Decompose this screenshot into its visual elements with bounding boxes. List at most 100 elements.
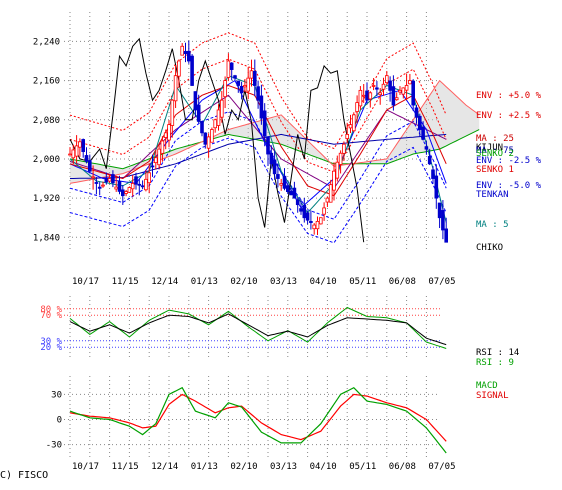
candle-body [305,212,310,221]
rsi-y-tick-label: 30 % [40,337,62,347]
candle-body [147,172,152,184]
legend-rsi14: RSI : 14 [476,348,519,358]
indicator-lines [69,32,480,454]
candle-body [200,121,204,134]
copyright-footer: C) FISCO [0,470,49,481]
candlesticks [68,40,448,243]
x-tick-label: 01/13 [191,462,218,472]
legend-senko2: SENKO 2 [476,149,514,159]
candle-body [170,99,175,126]
candle-body [269,152,274,165]
candle-body [101,184,105,187]
candle-body [302,204,307,219]
x-tick-label: 07/05 [428,277,455,287]
candle-body [167,124,171,141]
x-tick-label: 12/14 [151,462,178,472]
candle-body [160,140,165,154]
x-tick-label: 10/17 [72,462,99,472]
candle-body [368,92,373,100]
ichimoku-cloud [70,80,480,184]
senko2-line [69,129,480,170]
rsi14-line [69,313,447,346]
candle-body [153,157,158,164]
ma75-line [70,133,447,179]
candle-body [68,153,72,156]
x-tick-label: 05/11 [349,462,376,472]
candle-body [226,60,231,78]
candle-body [114,186,119,190]
candle-body [309,220,313,224]
candle-body [94,182,99,184]
legend-ma25: MA : 25 [476,134,514,144]
candle-body [441,210,445,231]
candle-body [388,80,392,91]
candle-body [216,109,221,126]
candle-body [140,185,145,188]
candle-body [71,149,76,159]
x-tick-label: 06/08 [389,277,416,287]
candle-body [173,75,178,102]
price-y-tick-label: 1,920 [33,194,60,204]
candle-body [124,191,128,194]
price-y-tick-label: 2,160 [33,77,60,87]
macd-y-tick-label: -30 [46,441,62,451]
x-tick-label: 11/15 [112,277,139,287]
candle-body [249,70,254,79]
legend-ma75: MA : 75 [476,146,514,156]
candle-body [371,85,376,87]
candle-body [328,184,333,203]
candle-body [74,145,79,157]
legend-env-minus-5: ENV : -5.0 % [476,181,542,191]
candle-body [332,170,336,191]
legend-env-plus-2.5: ENV : +2.5 % [476,111,542,121]
candle-body [315,220,320,230]
candle-body [229,62,234,70]
x-tick-label: 11/15 [112,462,139,472]
candle-body [219,99,224,118]
x-tick-label: 03/13 [270,462,297,472]
grid-layer [64,12,440,458]
candle-body [163,132,168,138]
ichimoku-cloud-fill [70,80,480,184]
candle-body [180,45,185,56]
candle-body [78,141,82,148]
legend-rsi9: RSI : 9 [476,358,514,368]
legend-kijun: KIJUN [476,143,503,153]
rsi9-line [69,306,447,349]
macd-y-tick-label: 30 [51,390,62,400]
kijun-line [69,94,447,189]
candle-body [157,148,161,166]
candle-body [130,183,135,190]
x-tick-label: 03/13 [270,277,297,287]
candle-body [404,85,409,91]
candle-body [408,80,412,85]
x-tick-label: 05/11 [349,277,376,287]
candle-body [391,86,396,106]
candle-body [378,92,382,96]
senko1-line [69,79,480,184]
candle-body [351,114,356,132]
candle-body [375,87,379,90]
candle-body [355,102,359,112]
candle-body [203,132,208,145]
legend-ma5: MA : 5 [476,220,509,230]
candle-body [338,152,343,165]
candle-body [282,175,287,189]
candle-body [279,183,283,186]
candle-body [111,174,115,184]
candle-body [144,178,148,191]
candle-body [417,115,422,130]
candle-body [91,176,95,179]
macd-y-tick-label: 0 [57,416,62,426]
candle-body [394,97,399,101]
candle-body [325,197,330,203]
candle-body [427,156,432,165]
labels: 2,240 2,160 2,080 2,000 1,920 1,840 10/17 10/17… [33,37,542,472]
candle-body [345,134,349,139]
candle-body [348,124,353,129]
candle-body [411,80,415,106]
candle-body [104,177,109,183]
candle-body [88,160,92,172]
legend-env-plus-5: ENV : +5.0 % [476,91,542,101]
